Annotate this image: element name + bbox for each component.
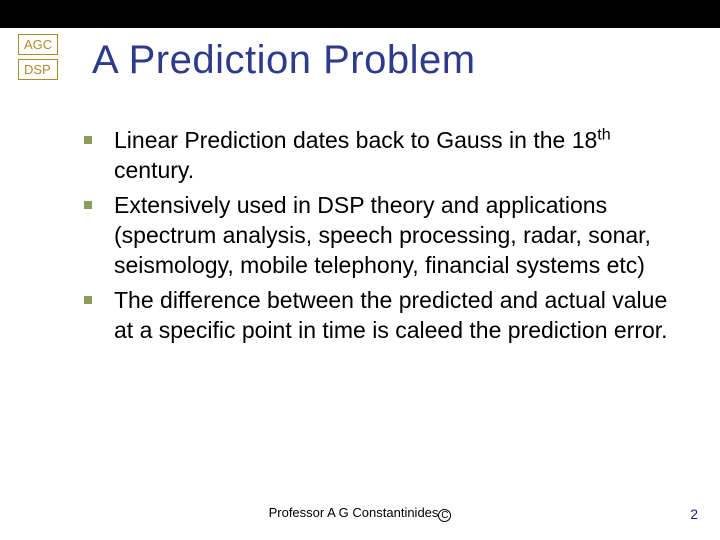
author-name: Professor A G Constantinides [269, 505, 439, 520]
bullet-text-pre: Extensively used in DSP theory and appli… [114, 192, 651, 279]
logo-box-dsp: DSP [18, 59, 58, 80]
bullet-text-post: century. [114, 157, 194, 183]
logo-stack: AGC DSP [18, 34, 58, 84]
bullet-text-sup: th [597, 125, 610, 143]
square-bullet-icon [84, 136, 92, 144]
list-item: Extensively used in DSP theory and appli… [84, 190, 684, 281]
copyright-icon: C [438, 509, 451, 522]
page-number: 2 [690, 506, 698, 522]
bullet-text-pre: Linear Prediction dates back to Gauss in… [114, 127, 597, 153]
bullet-text: Linear Prediction dates back to Gauss in… [114, 125, 684, 186]
logo-box-agc: AGC [18, 34, 58, 55]
list-item: The difference between the predicted and… [84, 285, 684, 346]
top-bar [0, 0, 720, 28]
bullet-text-pre: The difference between the predicted and… [114, 287, 668, 343]
bullet-text: The difference between the predicted and… [114, 285, 684, 346]
square-bullet-icon [84, 201, 92, 209]
list-item: Linear Prediction dates back to Gauss in… [84, 125, 684, 186]
footer-author: Professor A G ConstantinidesC [0, 505, 720, 522]
bullet-text: Extensively used in DSP theory and appli… [114, 190, 684, 281]
square-bullet-icon [84, 296, 92, 304]
bullet-list: Linear Prediction dates back to Gauss in… [84, 125, 684, 350]
page-title: A Prediction Problem [92, 38, 476, 83]
